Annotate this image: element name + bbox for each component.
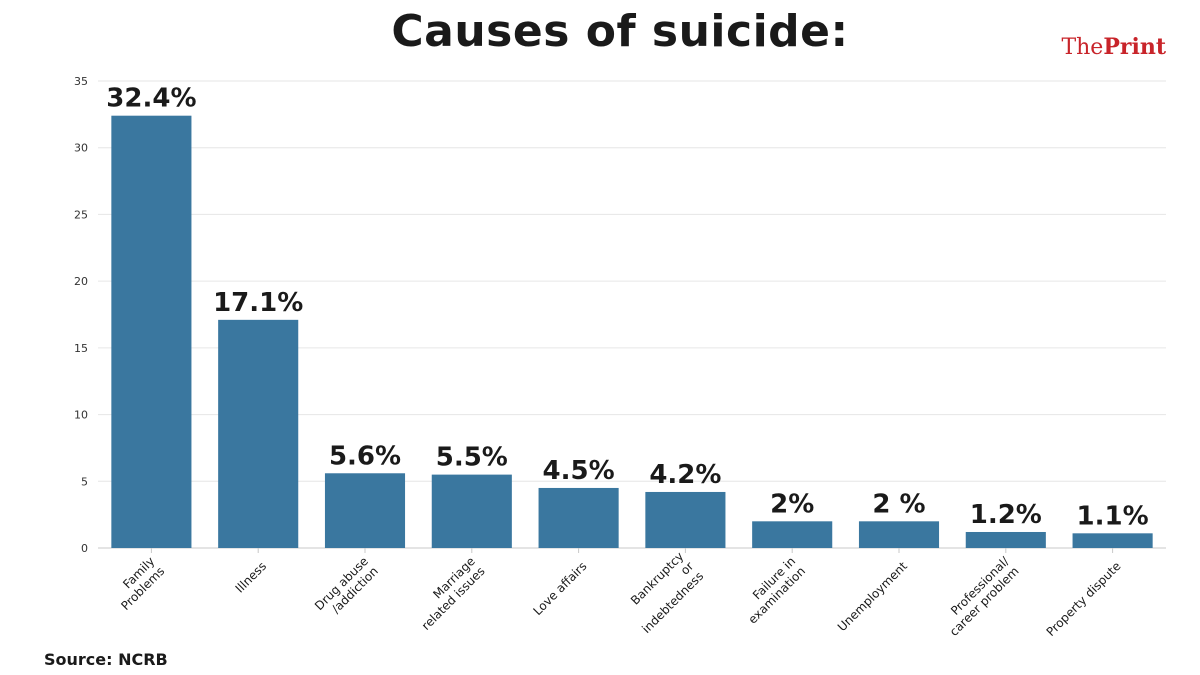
bar <box>645 491 726 548</box>
y-tick-label: 0 <box>81 542 88 555</box>
category-label-line: Unemployment <box>835 559 910 634</box>
data-label: 2% <box>770 489 814 519</box>
category-label: Unemployment <box>835 559 910 634</box>
data-label: 2 % <box>872 489 925 519</box>
category-label: Professional/career problem <box>947 553 1022 638</box>
y-tick-label: 30 <box>74 142 88 155</box>
source-note: Source: NCRB <box>44 650 168 669</box>
data-label: 17.1% <box>213 288 303 318</box>
category-label-line: Love affairs <box>530 559 589 618</box>
bar <box>858 521 940 548</box>
category-label: Drug abuse/addiction <box>312 554 381 616</box>
data-label: 5.5% <box>436 443 508 473</box>
bar <box>752 521 833 548</box>
bar <box>965 531 1046 548</box>
logo-suffix: Print <box>1103 34 1166 60</box>
logo-prefix: The <box>1061 35 1104 60</box>
data-label: 32.4% <box>106 84 196 114</box>
y-tick-label: 15 <box>74 342 88 355</box>
bar <box>538 487 619 548</box>
data-label: 4.5% <box>543 456 615 486</box>
category-label: Love affairs <box>530 559 589 618</box>
y-tick-label: 5 <box>81 475 88 488</box>
data-label: 5.6% <box>329 441 401 471</box>
y-tick-label: 25 <box>74 208 88 221</box>
bar <box>111 115 192 548</box>
y-tick-label: 10 <box>74 409 88 422</box>
bar <box>1072 533 1153 548</box>
data-label: 1.2% <box>970 500 1042 530</box>
category-label-line: Property dispute <box>1044 559 1124 639</box>
bar <box>431 474 512 548</box>
category-label: Illness <box>233 559 270 596</box>
bar <box>218 319 299 548</box>
y-tick-label: 20 <box>74 275 88 288</box>
bar <box>324 473 406 548</box>
category-label-line: Illness <box>233 559 270 596</box>
category-label: Property dispute <box>1044 559 1124 639</box>
data-label: 1.1% <box>1077 501 1149 531</box>
chart-title: Causes of suicide: <box>391 6 849 57</box>
data-label: 4.2% <box>649 460 721 490</box>
theprint-logo: ThePrint <box>1061 34 1166 60</box>
y-tick-label: 35 <box>74 75 88 88</box>
